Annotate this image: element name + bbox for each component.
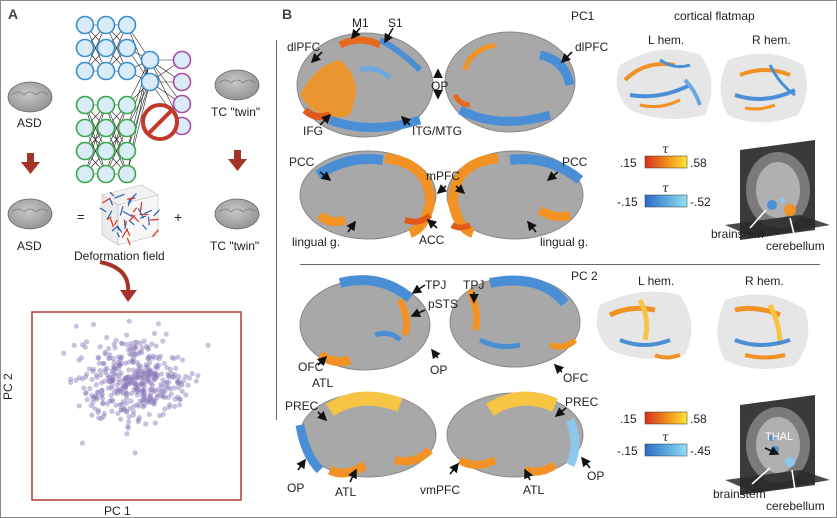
r-hem-label-pc1: R hem. [752, 33, 791, 47]
brain-icon-asd-top [7, 81, 53, 113]
brain-icon-tc-top [214, 69, 260, 101]
brain-pc2-left-lateral [299, 275, 431, 371]
label-brainstem-pc1: brainstem [711, 227, 764, 241]
flatmap-pc1-right [720, 53, 807, 123]
colorbar-pc2-neg-min: -.15 [617, 444, 638, 458]
label-ifg: IFG [303, 124, 323, 138]
panel-divider-vertical [276, 40, 277, 420]
colorbar-pc2-pos-max: .58 [690, 412, 707, 426]
label-tpj-left: TPJ [425, 278, 447, 292]
asd-label-bottom: ASD [17, 239, 42, 253]
tc-twin-label-bottom: TC "twin" [210, 239, 260, 253]
neural-network-nodes [75, 15, 192, 184]
label-psts: pSTS [428, 297, 459, 311]
deformation-field-label: Deformation field [74, 249, 165, 263]
colorbar-pc1-negative [644, 194, 688, 208]
pc2-title: PC 2 [571, 269, 598, 283]
label-tpj-right: TPJ [463, 278, 485, 292]
label-lingual-left: lingual g. [292, 235, 341, 249]
label-itg-mtg: ITG/MTG [412, 124, 462, 138]
tc-twin-label-top: TC "twin" [211, 105, 261, 119]
tau-symbol-pc2: τ [662, 430, 669, 444]
label-s1: S1 [388, 16, 403, 30]
label-acc: ACC [419, 233, 445, 247]
pc1-title: PC1 [571, 9, 595, 23]
label-atl-top: ATL [312, 376, 334, 390]
plus-sign: + [174, 209, 183, 225]
brain-pc2-left-medial [295, 391, 437, 478]
brain-pc1-right-lateral [444, 31, 576, 133]
pointer-arrows [296, 27, 780, 483]
curved-arrow-icon [99, 260, 131, 293]
scatter-x-axis-label: PC 1 [104, 504, 131, 518]
label-prec-left: PREC [285, 399, 319, 413]
label-cerebellum-pc2: cerebellum [766, 499, 825, 513]
label-op-pc2-right: OP [587, 469, 605, 483]
deformation-field-cube [99, 184, 160, 246]
label-brainstem-pc2: brainstem [713, 487, 766, 501]
label-ofc-left: OFC [298, 360, 324, 374]
colorbar-pc1-neg-max: -.52 [690, 195, 711, 209]
brain-icon-tc-bottom [214, 198, 260, 230]
r-hem-label-pc2: R hem. [745, 274, 784, 288]
label-ofc-right: OFC [563, 371, 589, 385]
subcortical-slice-pc1 [725, 140, 830, 240]
colorbar-pc1-positive [644, 155, 688, 169]
asd-label-top: ASD [17, 116, 42, 130]
label-pcc-right: PCC [562, 155, 588, 169]
panel-a-letter: A [8, 6, 19, 22]
colorbar-pc1-pos-min: .15 [620, 156, 637, 170]
label-op-pc1: OP [431, 79, 449, 93]
down-arrow-icon-left [21, 153, 40, 174]
l-hem-label-pc1: L hem. [648, 33, 685, 47]
colorbar-pc2-positive [644, 411, 688, 425]
scatter-plot-points [61, 318, 211, 456]
colorbar-pc1-pos-max: .58 [690, 156, 707, 170]
flatmap-pc1-left [616, 49, 712, 119]
brain-pc2-right-medial [446, 391, 584, 478]
equals-sign: = [77, 209, 85, 224]
label-atl-pc2-left: ATL [335, 485, 357, 499]
white-pointer-arrows [749, 209, 796, 491]
panel-divider-horizontal [300, 264, 820, 265]
label-op-pc2-top: OP [430, 363, 448, 377]
subcortical-slice-pc2 [725, 395, 830, 495]
brain-icon-asd-bottom [7, 198, 53, 230]
label-dlpfc-right: dlPFC [575, 40, 609, 54]
brain-pc1-left-medial [299, 150, 437, 240]
colorbar-pc2-pos-min: .15 [620, 412, 637, 426]
label-op-pc2-left: OP [287, 481, 305, 495]
label-mpfc: mPFC [426, 169, 460, 183]
brain-pc1-left-lateral [296, 32, 434, 138]
flatmap-pc2-right [717, 294, 809, 369]
colorbar-pc2-negative [644, 443, 688, 457]
tau-symbol-pc1-neg: τ [662, 181, 669, 195]
colorbar-pc2-neg-max: -.45 [690, 444, 711, 458]
panel-b-letter: B [282, 6, 293, 22]
label-thal: THAL [765, 431, 794, 443]
scatter-y-axis-label: PC 2 [1, 373, 15, 400]
label-prec-right: PREC [565, 395, 599, 409]
colorbar-pc1-neg-min: -.15 [617, 195, 638, 209]
label-lingual-right: lingual g. [540, 235, 589, 249]
flatmap-title: cortical flatmap [674, 9, 755, 23]
curved-arrow-head-icon [120, 290, 137, 302]
label-vmpfc: vmPFC [420, 483, 460, 497]
label-m1: M1 [352, 16, 369, 30]
label-pcc-left: PCC [289, 155, 315, 169]
label-atl-pc2-right: ATL [523, 483, 545, 497]
label-dlpfc-left: dlPFC [287, 40, 321, 54]
l-hem-label-pc2: L hem. [638, 274, 675, 288]
flatmap-pc2-left [596, 291, 692, 360]
tau-symbol-pc1-pos: τ [662, 142, 669, 156]
down-arrow-icon-right [228, 150, 247, 171]
label-cerebellum-pc1: cerebellum [766, 239, 825, 253]
prohibited-icon [141, 103, 179, 141]
scatter-plot-frame [31, 311, 242, 501]
